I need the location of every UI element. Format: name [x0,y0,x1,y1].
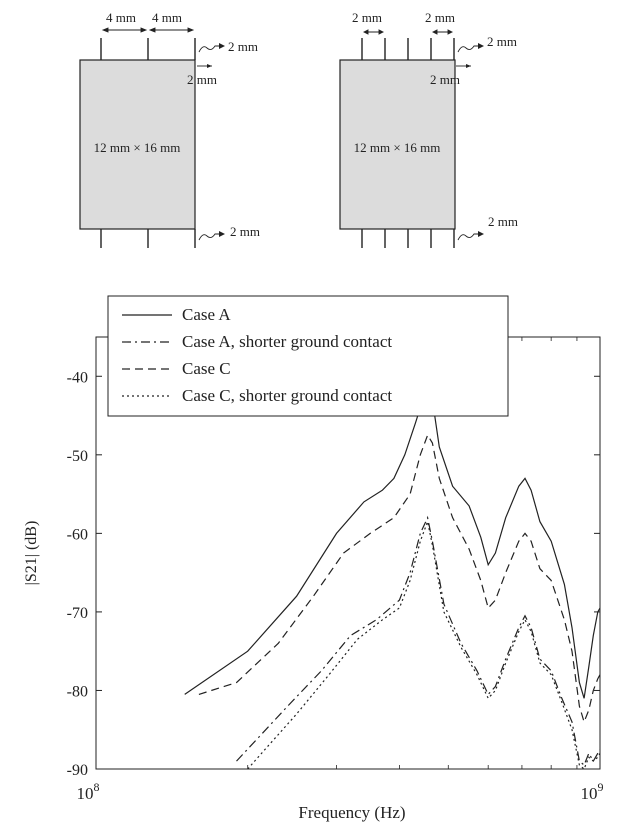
x-axis-label: Frequency (Hz) [298,803,405,822]
lead-offset-label: 2 mm [430,72,460,87]
bottom-lead-arrowhead [219,231,225,237]
legend-box [107,295,509,417]
legend-label: Case A [182,305,231,324]
legend: Case A Case A, shorter ground contact Case… [107,295,509,417]
package-size-label: 12 mm × 16 mm [354,140,441,155]
y-tick-label: -50 [67,448,88,465]
y-tick-label: -60 [67,526,88,543]
package-size-label: 12 mm × 16 mm [94,140,181,155]
bottom-lead-label: 2 mm [488,214,518,229]
bottom-lead-arrowhead [478,231,484,237]
series-lines [184,388,601,770]
pitch-label-right: 4 mm [152,10,182,25]
y-tick-label: -90 [67,762,88,779]
package-body [79,59,196,230]
pitch-label-right: 2 mm [425,10,455,25]
pitch-dimension-arrows [101,27,195,33]
top-leads [361,38,455,60]
series-line-3 [198,433,601,724]
y-tick-label: -80 [67,683,88,700]
bottom-lead-leader [457,233,482,241]
lead-length-leader [457,45,482,53]
x-tick-label: 108 [77,780,100,803]
x-tick-exponent: 8 [94,780,100,794]
bottom-leads [100,229,196,248]
bottom-leads [361,229,455,248]
x-tick-label: 109 [581,780,604,803]
legend-label: Case C [182,359,231,378]
x-tick-exponent: 9 [598,780,604,794]
x-tick-base: 10 [581,784,598,803]
lead-offset-label: 2 mm [187,72,217,87]
package-diagram-2mm: 2 mm 2 mm 2 mm 2 mm 12 mm × 16 mm 2 mm [339,10,518,248]
lead-length-arrowhead [219,43,225,49]
y-tick-label: -40 [67,369,88,386]
legend-label: Case C, shorter ground contact [182,386,392,405]
x-axis-ticks: 108 109 [77,337,604,803]
pitch-label-left: 2 mm [352,10,382,25]
lead-length-label: 2 mm [228,39,258,54]
y-axis-ticks: -40 -50 -60 -70 -80 -90 [67,369,600,779]
package-diagram-4mm: 4 mm 4 mm 2 mm 2 mm 12 mm × 16 mm 2 mm [79,10,260,248]
lead-length-label: 2 mm [487,34,517,49]
series-line-4 [247,519,601,770]
package-body [339,59,456,230]
pitch-dimension-arrows [362,29,454,35]
series-line-1 [184,388,601,699]
x-tick-base: 10 [77,784,94,803]
series-line-2 [236,515,601,767]
lead-offset-arrowhead [207,64,212,68]
y-tick-label: -70 [67,605,88,622]
s21-chart: -40-50-60-70-80-90 108 109 |S21| (dB) Fre… [23,295,604,822]
lead-offset-arrowhead [466,64,471,68]
lead-length-arrowhead [478,43,484,49]
pitch-label-left: 4 mm [106,10,136,25]
legend-label: Case A, shorter ground contact [182,332,392,351]
y-axis-label: |S21| (dB) [23,521,40,586]
lead-length-leader [198,45,223,53]
bottom-lead-leader [198,233,223,241]
top-leads [100,38,196,60]
bottom-lead-label: 2 mm [230,224,260,239]
